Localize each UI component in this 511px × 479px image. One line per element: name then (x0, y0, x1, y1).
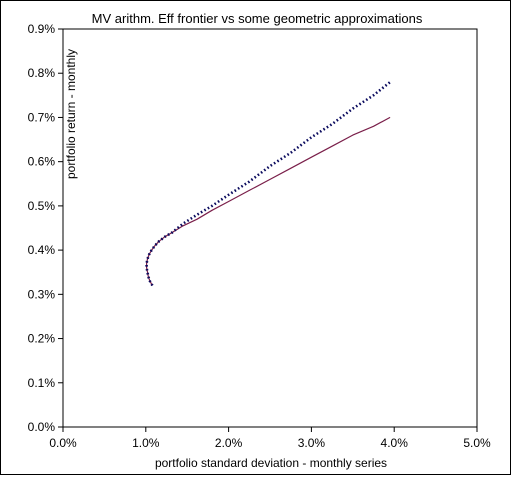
y-tick-label: 0.8% (28, 66, 56, 80)
x-tick-label: 4.0% (381, 436, 409, 450)
y-tick-label: 0.7% (28, 110, 56, 124)
y-tick-label: 0.2% (28, 332, 56, 346)
chart-title: MV arithm. Eff frontier vs some geometri… (92, 11, 423, 26)
y-tick-label: 0.5% (28, 199, 56, 213)
y-tick-label: 0.6% (28, 155, 56, 169)
x-tick-label: 3.0% (298, 436, 326, 450)
y-axis-title: portfolio return - monthly (64, 49, 78, 179)
series-layer (145, 81, 391, 287)
series-line-dotted (145, 81, 391, 287)
x-axis-ticks: 0.0% 1.0% 2.0% 3.0% 4.0% 5.0% (49, 427, 491, 450)
y-tick-label: 0.3% (28, 287, 56, 301)
x-axis-title: portfolio standard deviation - monthly s… (155, 456, 387, 470)
plot-area (62, 28, 478, 428)
x-tick-label: 2.0% (215, 436, 243, 450)
y-tick-label: 0.1% (28, 376, 56, 390)
x-tick-label: 0.0% (49, 436, 77, 450)
x-tick-label: 5.0% (463, 436, 491, 450)
y-axis-ticks: 0.0% 0.1% 0.2% 0.3% 0.4% 0.5% 0.6% 0.7% 0.8% 0.9% (28, 22, 63, 434)
y-tick-label: 0.0% (28, 420, 56, 434)
y-tick-label: 0.4% (28, 243, 56, 257)
y-tick-label: 0.9% (28, 22, 56, 36)
x-tick-label: 1.0% (132, 436, 160, 450)
